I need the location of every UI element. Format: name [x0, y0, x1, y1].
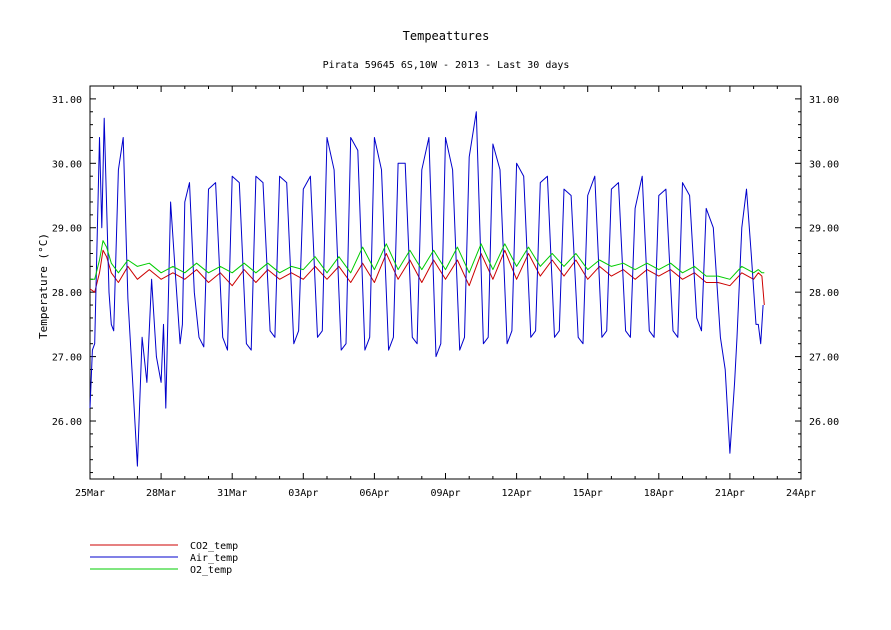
y-tick-label-left: 29.00 [52, 224, 82, 235]
x-tick-label: 31Mar [217, 488, 247, 499]
y-tick-label-left: 26.00 [52, 417, 82, 428]
x-tick-label: 21Apr [715, 488, 745, 499]
series-line-co2-temp [89, 249, 765, 306]
x-tick-label: 06Apr [359, 488, 389, 499]
x-tick-label: 18Apr [644, 488, 674, 499]
x-tick-label: 24Apr [786, 488, 816, 499]
legend-label: Air_temp [190, 553, 238, 564]
y-tick-label-right: 27.00 [809, 353, 839, 364]
series-layer [89, 111, 765, 467]
y-tick-label-right: 26.00 [809, 417, 839, 428]
x-tick-label: 25Mar [75, 488, 105, 499]
y-tick-label-left: 30.00 [52, 159, 82, 170]
x-tick-label: 09Apr [430, 488, 460, 499]
y-tick-label-right: 31.00 [809, 95, 839, 106]
y-tick-label-left: 28.00 [52, 288, 82, 299]
chart-subtitle: Pirata 59645 6S,10W - 2013 - Last 30 day… [323, 60, 570, 71]
ticks-layer: 25Mar 28Mar 31Mar 03Apr 06Apr 09Apr 12Apr 15Apr… [52, 86, 839, 499]
x-tick-label: 03Apr [288, 488, 318, 499]
y-tick-label-left: 27.00 [52, 353, 82, 364]
legend-label: CO2_temp [190, 541, 238, 552]
series-line-air-temp [89, 111, 764, 467]
x-tick-label: 28Mar [146, 488, 176, 499]
y-tick-label-right: 29.00 [809, 224, 839, 235]
legend-label: O2_temp [190, 565, 232, 576]
y-tick-label-left: 31.00 [52, 95, 82, 106]
chart-title: Tempeattures [403, 29, 490, 43]
x-tick-label: 15Apr [573, 488, 603, 499]
y-tick-label-right: 28.00 [809, 288, 839, 299]
series-line-o2-temp [90, 240, 765, 280]
y-axis-label: Temperature (°C) [37, 233, 50, 339]
y-tick-label-right: 30.00 [809, 159, 839, 170]
x-tick-label: 12Apr [502, 488, 532, 499]
